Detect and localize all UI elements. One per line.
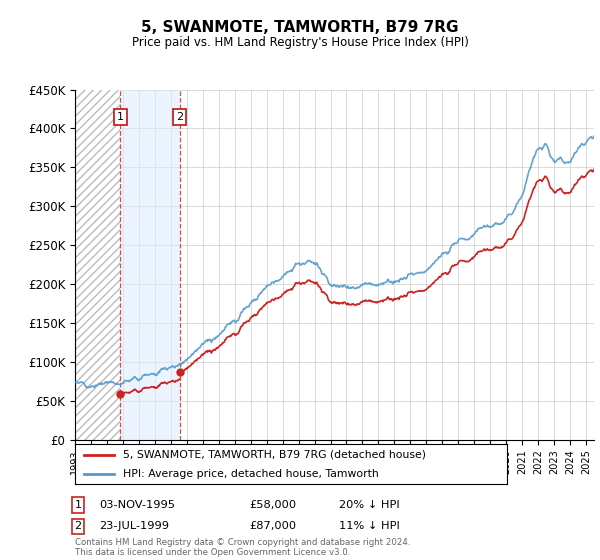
Text: 2: 2: [74, 521, 82, 531]
Text: HPI: Average price, detached house, Tamworth: HPI: Average price, detached house, Tamw…: [122, 469, 378, 478]
Text: 11% ↓ HPI: 11% ↓ HPI: [339, 521, 400, 531]
Text: 1: 1: [74, 500, 82, 510]
Bar: [75, 90, 121, 440]
Text: 5, SWANMOTE, TAMWORTH, B79 7RG (detached house): 5, SWANMOTE, TAMWORTH, B79 7RG (detached…: [122, 450, 425, 460]
Text: 1: 1: [117, 112, 124, 122]
Text: Price paid vs. HM Land Registry's House Price Index (HPI): Price paid vs. HM Land Registry's House …: [131, 36, 469, 49]
Text: 23-JUL-1999: 23-JUL-1999: [99, 521, 169, 531]
Text: 20% ↓ HPI: 20% ↓ HPI: [339, 500, 400, 510]
Bar: [121, 90, 180, 440]
Text: £58,000: £58,000: [249, 500, 296, 510]
Text: 03-NOV-1995: 03-NOV-1995: [99, 500, 175, 510]
Text: £87,000: £87,000: [249, 521, 296, 531]
Text: 5, SWANMOTE, TAMWORTH, B79 7RG: 5, SWANMOTE, TAMWORTH, B79 7RG: [141, 20, 459, 35]
Text: 2: 2: [176, 112, 184, 122]
Text: Contains HM Land Registry data © Crown copyright and database right 2024.
This d: Contains HM Land Registry data © Crown c…: [75, 538, 410, 557]
